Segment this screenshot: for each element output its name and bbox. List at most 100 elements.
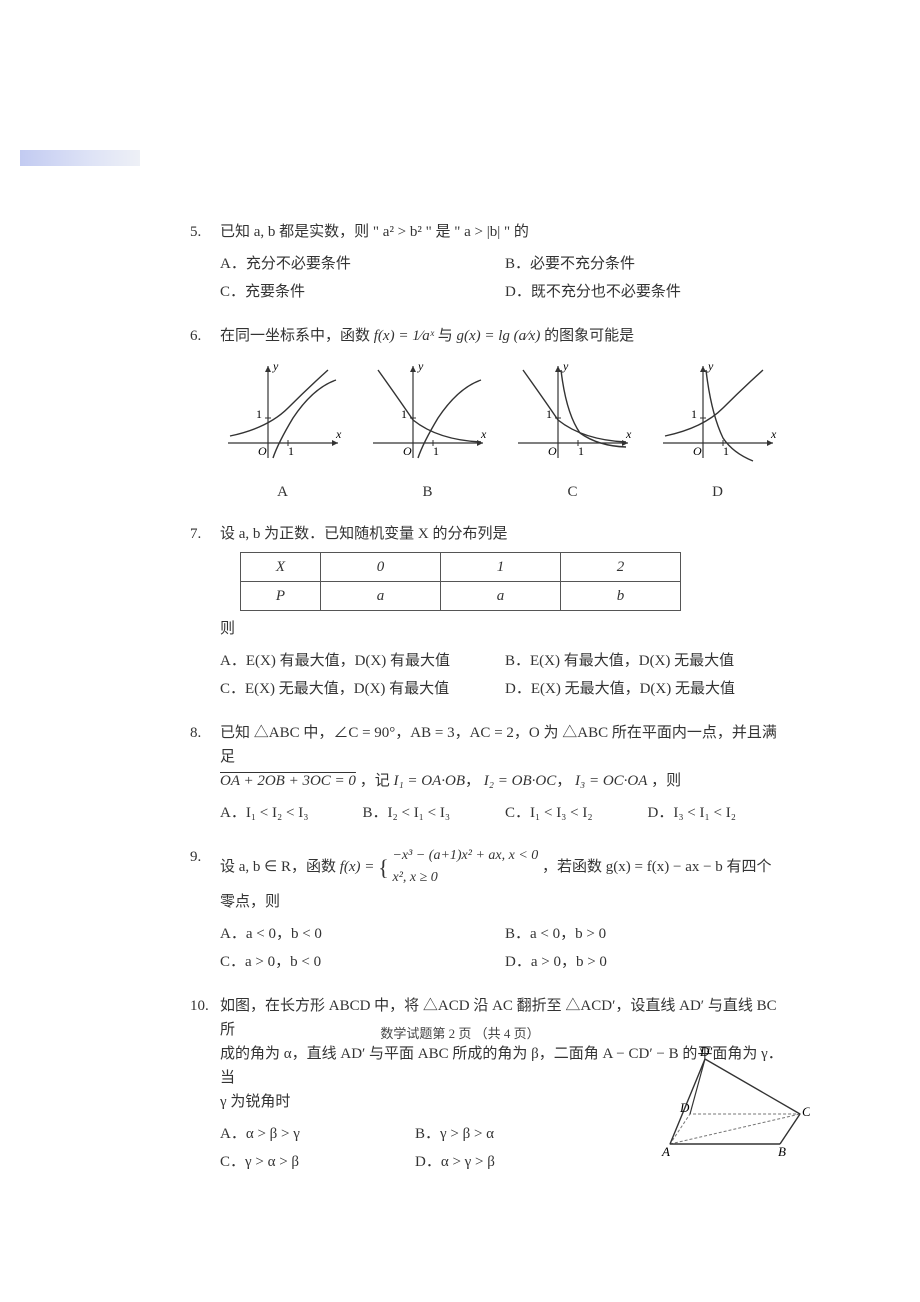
q9-piece1: −x³ − (a+1)x² + ax, x < 0 [392, 845, 538, 867]
q8-I3: I₃ = OC·OA [575, 773, 647, 789]
q8-vec-eq: OA + 2OB + 3OC = 0 [220, 773, 356, 789]
q7-opt-b: B．E(X) 有最大值，D(X) 无最大值 [505, 647, 790, 675]
q7-opt-a: A．E(X) 有最大值，D(X) 有最大值 [220, 647, 505, 675]
q7-table-p1: a [441, 582, 561, 611]
q6-graph-d-svg: O 1 1 x y [653, 358, 783, 468]
question-9: 9. 设 a, b ∈ R，函数 f(x) = { −x³ − (a+1)x² … [190, 845, 790, 976]
q9-opt-d: D．a > 0，b > 0 [505, 948, 790, 976]
q7-table-p2: b [561, 582, 681, 611]
svg-text:y: y [417, 359, 424, 373]
q9-opt-c: C．a > 0，b < 0 [220, 948, 505, 976]
q5-opt-b: B．必要不充分条件 [505, 250, 790, 278]
q7-table-X: X [241, 553, 321, 582]
q9-piece2: x², x ≥ 0 [392, 867, 538, 889]
svg-text:1: 1 [433, 444, 439, 458]
q5-stem: 已知 a, b 都是实数，则 " a² > b² " 是 " a > |b| "… [220, 220, 790, 244]
q7-opt-c: C．E(X) 无最大值，D(X) 有最大值 [220, 675, 505, 703]
svg-text:O: O [693, 444, 702, 458]
page-corner-decoration [20, 150, 140, 166]
svg-text:y: y [272, 359, 279, 373]
q5-opt-d: D．既不充分也不必要条件 [505, 278, 790, 306]
svg-text:B: B [778, 1144, 786, 1159]
svg-text:1: 1 [256, 407, 262, 421]
svg-text:1: 1 [578, 444, 584, 458]
q7-table-c2: 2 [561, 553, 681, 582]
q6-label-b: B [363, 480, 493, 504]
q6-graph-b-svg: O 1 1 x y [363, 358, 493, 468]
q6-graph-a-svg: O 1 1 x y [218, 358, 348, 468]
q10-opt-a: A．α > β > γ [220, 1120, 415, 1148]
question-5: 5. 已知 a, b 都是实数，则 " a² > b² " 是 " a > |b… [190, 220, 790, 306]
svg-text:D: D [679, 1100, 690, 1115]
q9-stem-suffix: ，若函数 g(x) = f(x) − ax − b 有四个 [542, 859, 772, 875]
q9-fx: f(x) = [340, 859, 378, 875]
q7-table-p0: a [321, 582, 441, 611]
q7-table-c1: 1 [441, 553, 561, 582]
exam-content: 5. 已知 a, b 都是实数，则 " a² > b² " 是 " a > |b… [190, 220, 790, 1194]
q6-label-c: C [508, 480, 638, 504]
q6-gx: g(x) = lg (a⁄x) [456, 328, 540, 344]
page-footer: 数学试题第 2 页 （共 4 页） [0, 1023, 920, 1042]
q8-line2-prefix: ，记 [360, 773, 394, 789]
svg-text:O: O [548, 444, 557, 458]
question-6: 6. 在同一坐标系中，函数 f(x) = 1⁄aˣ 与 g(x) = lg (a… [190, 324, 790, 504]
q10-opt-d: D．α > γ > β [415, 1148, 610, 1176]
q5-options: A．充分不必要条件 B．必要不充分条件 C．充要条件 D．既不充分也不必要条件 [190, 250, 790, 306]
svg-text:y: y [707, 359, 714, 373]
q10-opt-b: B．γ > β > α [415, 1120, 610, 1148]
q8-opt-d: D．I₃ < I₁ < I₂ [648, 799, 791, 827]
q8-line2: OA + 2OB + 3OC = 0 ，记 I₁ = OA·OB， I₂ = O… [190, 769, 790, 793]
q9-brace-icon: { [378, 850, 389, 885]
svg-text:1: 1 [691, 407, 697, 421]
q9-options: A．a < 0，b < 0 B．a < 0，b > 0 C．a > 0，b < … [190, 920, 790, 976]
q8-number: 8. [190, 721, 220, 745]
q9-stem-prefix: 设 a, b ∈ R，函数 [220, 859, 340, 875]
q9-opt-b: B．a < 0，b > 0 [505, 920, 790, 948]
q5-opt-a: A．充分不必要条件 [220, 250, 505, 278]
q8-opt-a: A．I₁ < I₂ < I₃ [220, 799, 363, 827]
q6-stem: 在同一坐标系中，函数 f(x) = 1⁄aˣ 与 g(x) = lg (a⁄x)… [220, 324, 790, 348]
q8-then: ，则 [651, 773, 681, 789]
q7-number: 7. [190, 522, 220, 546]
q5-number: 5. [190, 220, 220, 244]
q6-graph-c-svg: O 1 1 x y [508, 358, 638, 468]
question-8: 8. 已知 △ABC 中，∠C = 90°，AB = 3，AC = 2，O 为 … [190, 721, 790, 827]
q6-stem-suffix: 的图象可能是 [544, 328, 634, 344]
q10-number: 10. [190, 994, 220, 1018]
q6-graph-c: O 1 1 x y C [508, 358, 638, 504]
question-10: 10. 如图，在长方形 ABCD 中，将 △ACD 沿 AC 翻折至 △ACD′… [190, 994, 790, 1176]
q6-stem-mid: 与 [438, 328, 457, 344]
q10-options: A．α > β > γ B．γ > β > α C．γ > α > β D．α … [190, 1120, 610, 1176]
q6-fx: f(x) = 1⁄aˣ [374, 328, 434, 344]
q9-line2: 零点，则 [190, 890, 790, 914]
q7-stem: 设 a, b 为正数．已知随机变量 X 的分布列是 [220, 522, 790, 546]
q6-graph-b: O 1 1 x y B [363, 358, 493, 504]
svg-text:O: O [258, 444, 267, 458]
q6-stem-prefix: 在同一坐标系中，函数 [220, 328, 374, 344]
svg-text:1: 1 [723, 444, 729, 458]
q7-then: 则 [220, 617, 790, 641]
q8-I2: I₂ = OB·OC [484, 773, 556, 789]
q8-opt-b: B．I₂ < I₁ < I₃ [363, 799, 506, 827]
q6-graph-a: O 1 1 x y A [218, 358, 348, 504]
q6-number: 6. [190, 324, 220, 348]
svg-text:D′: D′ [699, 1044, 712, 1059]
q7-distribution-table: X 0 1 2 P a a b [240, 552, 681, 611]
q7-table-P: P [241, 582, 321, 611]
svg-text:A: A [661, 1144, 670, 1159]
q7-options: A．E(X) 有最大值，D(X) 有最大值 B．E(X) 有最大值，D(X) 无… [190, 647, 790, 703]
q9-stem: 设 a, b ∈ R，函数 f(x) = { −x³ − (a+1)x² + a… [220, 845, 790, 890]
q7-opt-d: D．E(X) 无最大值，D(X) 无最大值 [505, 675, 790, 703]
svg-text:x: x [625, 427, 632, 441]
question-7: 7. 设 a, b 为正数．已知随机变量 X 的分布列是 X 0 1 2 P a… [190, 522, 790, 703]
svg-text:C: C [802, 1104, 810, 1119]
svg-text:x: x [335, 427, 342, 441]
q9-piecewise: −x³ − (a+1)x² + ax, x < 0 x², x ≥ 0 [392, 845, 538, 890]
q8-opt-c: C．I₁ < I₃ < I₂ [505, 799, 648, 827]
q8-I1: I₁ = OA·OB [393, 773, 465, 789]
q8-options: A．I₁ < I₂ < I₃ B．I₂ < I₁ < I₃ C．I₁ < I₃ … [190, 799, 790, 827]
q6-graph-d: O 1 1 x y D [653, 358, 783, 504]
q5-opt-c: C．充要条件 [220, 278, 505, 306]
q10-opt-c: C．γ > α > β [220, 1148, 415, 1176]
q6-label-a: A [218, 480, 348, 504]
